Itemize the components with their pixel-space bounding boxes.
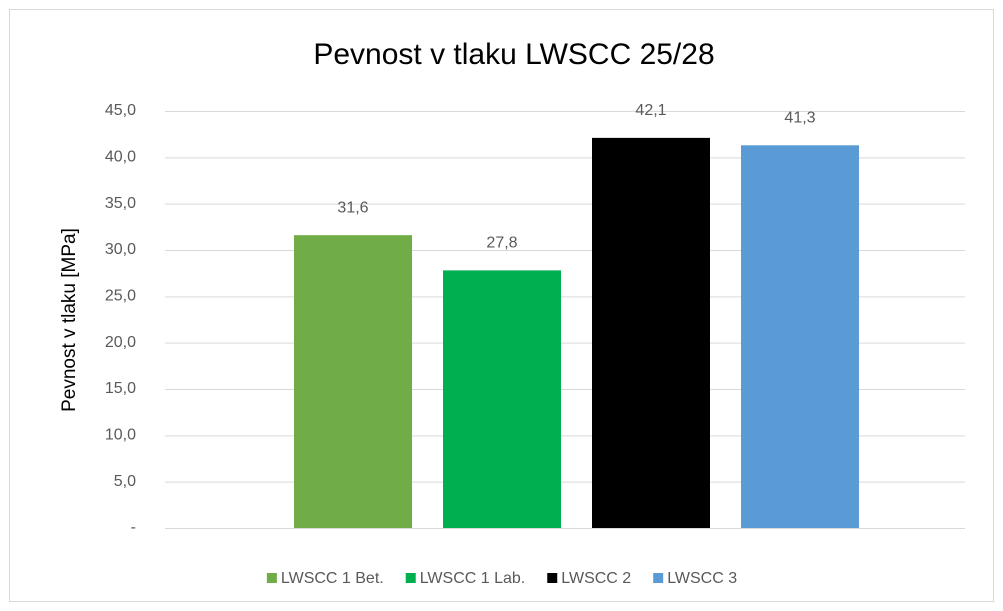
- y-tick-label: 40,0: [105, 149, 136, 166]
- y-tick-label: 10,0: [105, 427, 136, 444]
- y-axis-title: Pevnost v tlaku [MPa]: [59, 228, 80, 412]
- data-label: 41,3: [784, 110, 815, 127]
- y-tick-label: 45,0: [105, 102, 136, 119]
- bar: [443, 270, 561, 528]
- y-tick-label: 35,0: [105, 195, 136, 212]
- legend-label: LWSCC 1 Bet.: [281, 570, 384, 587]
- legend-label: LWSCC 3: [667, 570, 737, 587]
- y-tick-label: 5,0: [114, 473, 136, 490]
- chart-title: Pevnost v tlaku LWSCC 25/28: [313, 38, 714, 71]
- y-tick-label: -: [131, 519, 136, 536]
- legend-swatch: [547, 573, 558, 583]
- data-label: 31,6: [337, 199, 368, 216]
- y-tick-label: 15,0: [105, 380, 136, 397]
- bar: [294, 235, 412, 528]
- legend-swatch: [653, 573, 664, 583]
- y-tick-label: 20,0: [105, 334, 136, 351]
- legend-label: LWSCC 1 Lab.: [420, 570, 526, 587]
- bar: [592, 137, 710, 528]
- data-label: 27,8: [486, 235, 517, 252]
- legend-label: LWSCC 2: [561, 570, 631, 587]
- data-label: 42,1: [635, 102, 666, 119]
- legend-swatch: [266, 573, 277, 583]
- legend-swatch: [405, 573, 416, 583]
- bar: [741, 145, 859, 528]
- y-tick-label: 30,0: [105, 241, 136, 258]
- y-tick-label: 25,0: [105, 288, 136, 305]
